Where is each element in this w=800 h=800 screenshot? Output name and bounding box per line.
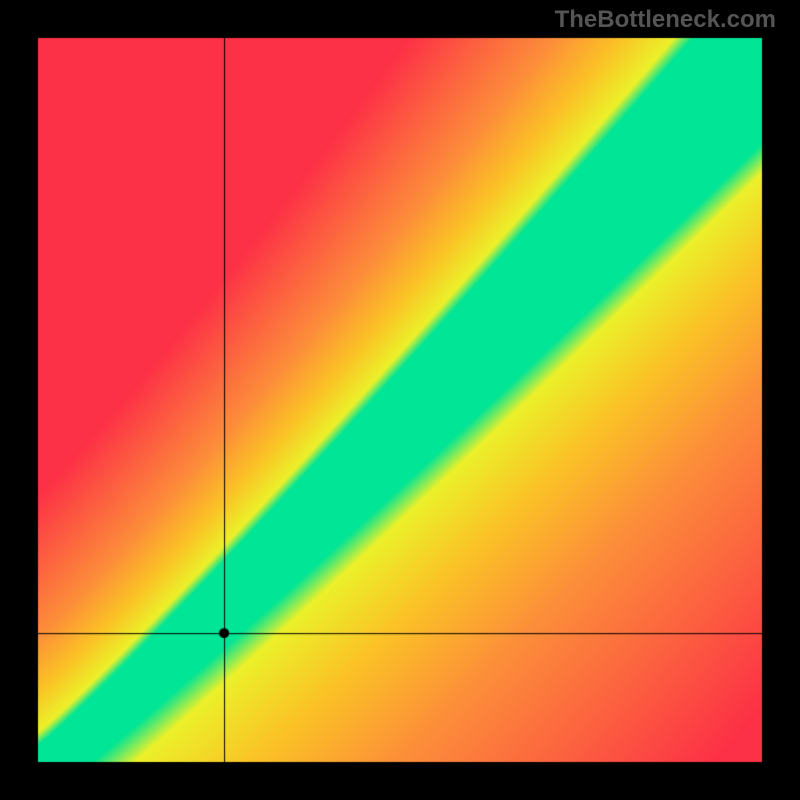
heatmap-canvas bbox=[0, 0, 800, 800]
root: TheBottleneck.com bbox=[0, 0, 800, 800]
watermark-text: TheBottleneck.com bbox=[555, 6, 776, 34]
